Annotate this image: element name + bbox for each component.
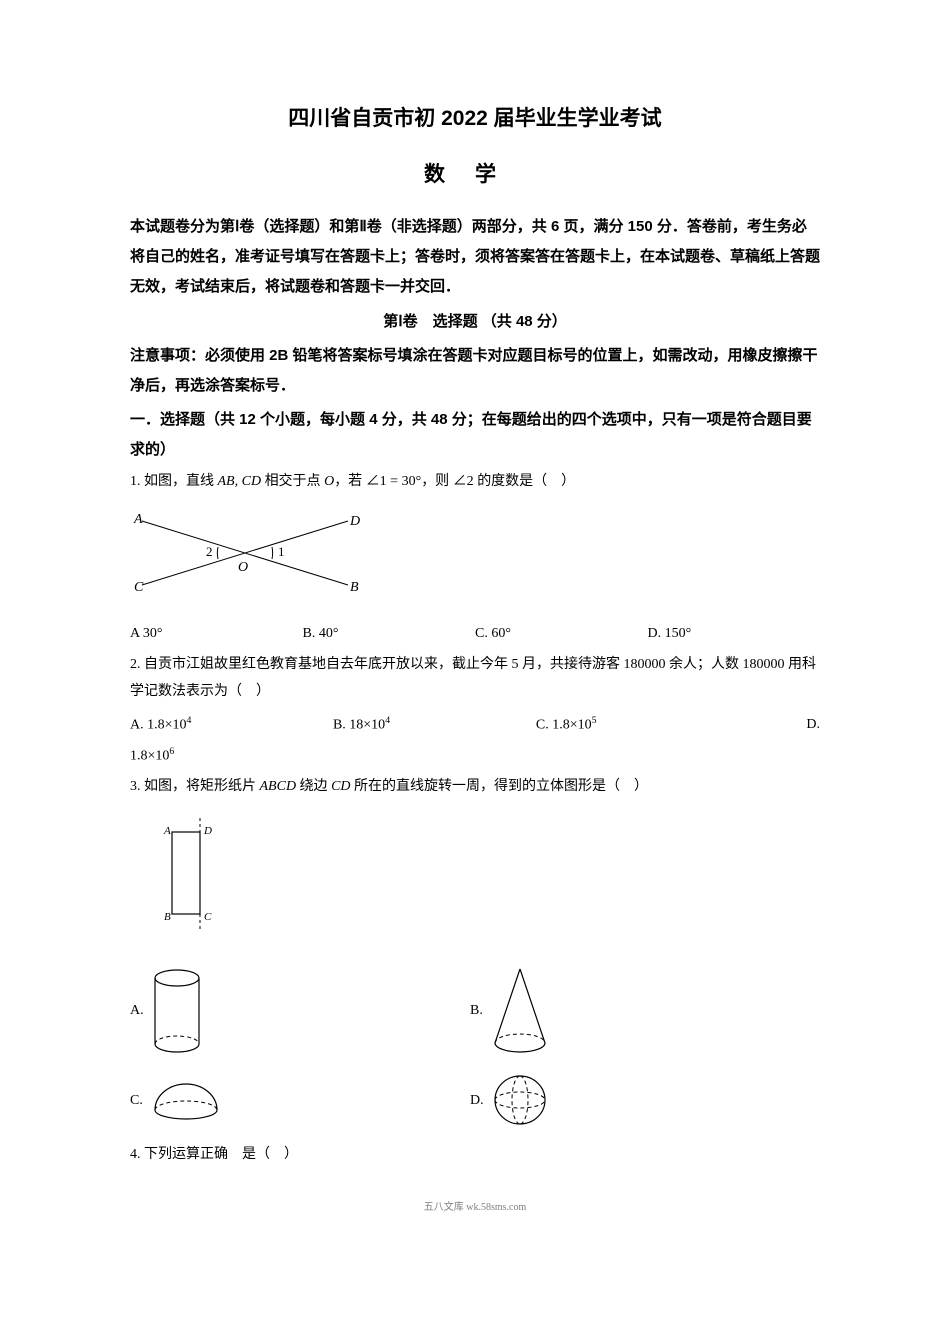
q1-options: A 30° B. 40° C. 60° D. 150°	[130, 621, 820, 646]
q1-text-1: 1. 如图，直线	[130, 474, 218, 489]
q3-opt-c: C.	[130, 1078, 470, 1122]
q1-formula-ab-cd: AB, CD	[218, 474, 262, 489]
q1-formula-o: O	[324, 474, 334, 489]
q3-opt-d: D.	[470, 1072, 550, 1128]
page-footer: 五八文库 wk.58sms.com	[130, 1199, 820, 1217]
q1-label-b: B	[350, 580, 359, 595]
q1-opt-b: B. 40°	[303, 621, 476, 646]
q1-stem: 1. 如图，直线 AB, CD 相交于点 O，若 ∠1 = 30°，则 ∠2 的…	[130, 469, 820, 496]
q2-opt-c: C. 1.8×105	[536, 712, 739, 738]
instructions-para2: 注意事项：必须使用 2B 铅笔将答案标号填涂在答题卡对应题目标号的位置上，如需改…	[130, 341, 820, 401]
sphere-icon	[490, 1072, 550, 1128]
q3-opt-a: A.	[130, 966, 470, 1056]
exam-title: 四川省自贡市初 2022 届毕业生学业考试	[130, 100, 820, 138]
q2-options: A. 1.8×104 B. 18×104 C. 1.8×105 D.	[130, 712, 820, 738]
q1-label-a: A	[133, 512, 143, 527]
q3-d-label: D.	[470, 1088, 484, 1113]
q1-label-1: 1	[278, 544, 285, 559]
q3-stem: 3. 如图，将矩形纸片 ABCD 绕边 CD 所在的直线旋转一周，得到的立体图形…	[130, 774, 820, 801]
q1-label-c: C	[134, 580, 144, 595]
q2-d2-num: 1.8×10	[130, 749, 169, 764]
q3-text-1: 3. 如图，将矩形纸片	[130, 779, 260, 794]
q1-opt-d: D. 150°	[648, 621, 821, 646]
q1-label-d: D	[349, 514, 360, 529]
q1-opt-a: A 30°	[130, 621, 303, 646]
cylinder-icon	[150, 966, 204, 1056]
q2-b-exp: 4	[385, 715, 390, 726]
q2-a-num: 1.8×10	[147, 717, 186, 732]
q2-c-num: 1.8×10	[552, 717, 591, 732]
q2-a-pre: A.	[130, 717, 147, 732]
instructions-para1: 本试题卷分为第Ⅰ卷（选择题）和第Ⅱ卷（非选择题）两部分，共 6 页，满分 150…	[130, 212, 820, 302]
q1-label-2: 2	[206, 544, 213, 559]
q3-rect-b: B	[164, 911, 171, 923]
q1-text-5: 的度数是（ ）	[474, 474, 576, 489]
hemisphere-icon	[149, 1078, 223, 1122]
q2-stem: 2. 自贡市江姐故里红色教育基地自去年底开放以来，截止今年 5 月，共接待游客 …	[130, 652, 820, 705]
q1-angle2: ∠2	[453, 474, 474, 489]
q2-d2-exp: 6	[169, 746, 174, 757]
q3-rect-c: C	[204, 911, 212, 923]
q3-opt-b: B.	[470, 963, 551, 1058]
q2-opt-b: B. 18×104	[333, 712, 536, 738]
q3-b-label: B.	[470, 998, 483, 1023]
q1-text-2: 相交于点	[261, 474, 324, 489]
q3-rect-d: D	[203, 825, 212, 837]
q3-row-cd: C. D.	[130, 1072, 820, 1128]
q3-rect-a: A	[163, 825, 171, 837]
q3-rect-diagram: A D B C	[160, 816, 820, 941]
q3-a-label: A.	[130, 998, 144, 1023]
q2-c-exp: 5	[592, 715, 597, 726]
cone-icon	[489, 963, 551, 1058]
q2-b-pre: B.	[333, 717, 349, 732]
q4-stem: 4. 下列运算正确 是（ ）	[130, 1142, 820, 1169]
instructions-para3: 一．选择题（共 12 个小题，每小题 4 分，共 48 分；在每题给出的四个选项…	[130, 405, 820, 465]
q3-row-ab: A. B.	[130, 963, 820, 1058]
subject-title: 数学	[130, 156, 820, 194]
q2-b-num: 18×10	[349, 717, 385, 732]
q3-abcd: ABCD	[260, 779, 297, 794]
q2-c-pre: C.	[536, 717, 552, 732]
q3-text-3: 所在的直线旋转一周，得到的立体图形是（ ）	[351, 779, 649, 794]
section-1-title: 第Ⅰ卷 选择题 （共 48 分）	[130, 308, 820, 335]
q1-angle1: ∠1 = 30°	[366, 474, 422, 489]
q2-a-exp: 4	[187, 715, 192, 726]
q2-opt-d-cont: 1.8×106	[130, 743, 820, 770]
q3-cd: CD	[331, 779, 350, 794]
q1-text-4: ，则	[421, 474, 453, 489]
q1-label-o: O	[238, 560, 248, 575]
q3-text-2: 绕边	[296, 779, 331, 794]
q1-text-3: ，若	[334, 474, 366, 489]
q3-c-label: C.	[130, 1088, 143, 1113]
q1-opt-c: C. 60°	[475, 621, 648, 646]
q1-diagram: A D C B O 1 2	[130, 507, 820, 609]
q2-opt-a: A. 1.8×104	[130, 712, 333, 738]
q2-opt-d: D.	[739, 712, 820, 738]
